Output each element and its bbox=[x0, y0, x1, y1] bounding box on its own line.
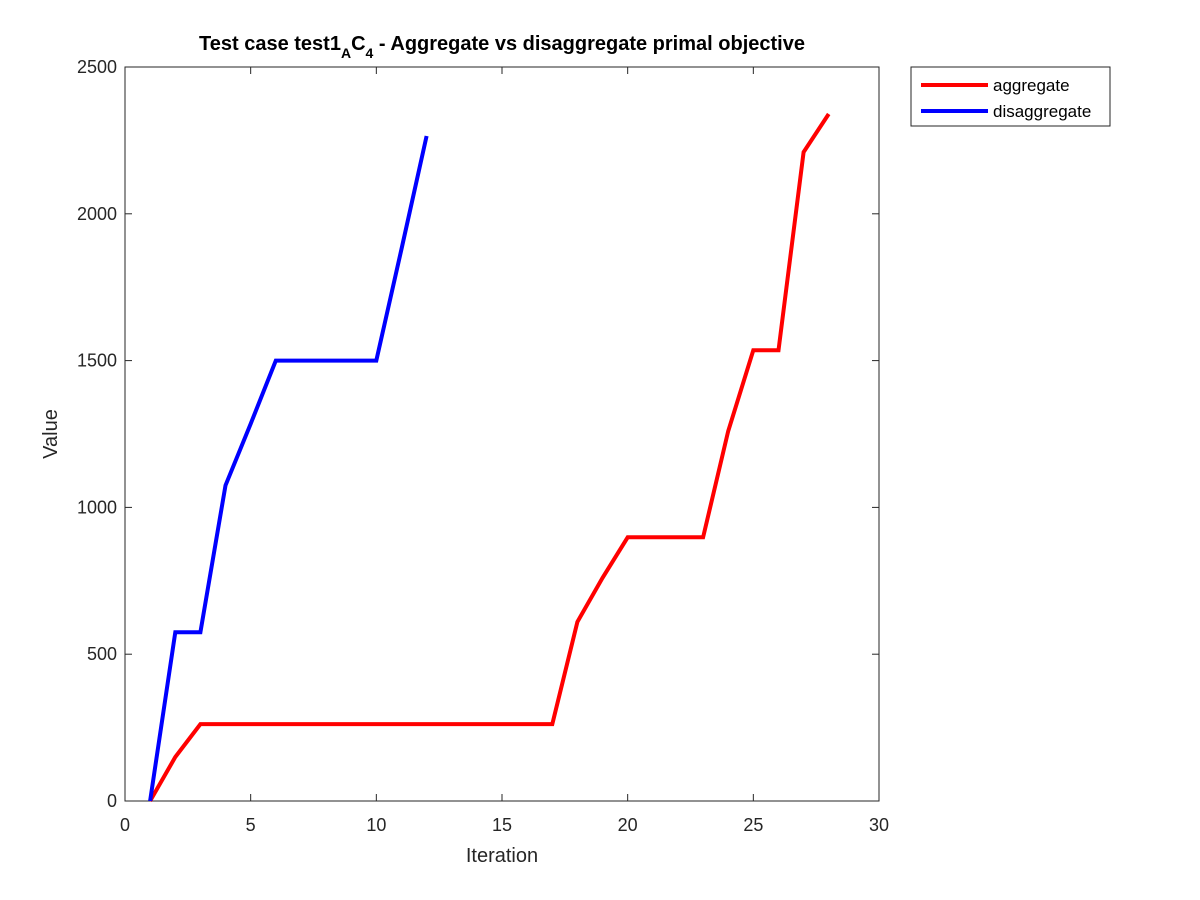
title-suffix-text: - Aggregate vs disaggregate primal objec… bbox=[373, 33, 805, 55]
y-tick-label: 1500 bbox=[77, 351, 117, 371]
axis-ticks: 0 5 10 15 20 25 30 0 500 1000 1500 2000 2500 bbox=[77, 57, 889, 835]
legend: aggregate disaggregate bbox=[910, 66, 1111, 127]
title-main-text: Test case test1 bbox=[199, 33, 341, 55]
legend-label-disaggregate: disaggregate bbox=[993, 102, 1091, 121]
x-tick-label: 10 bbox=[366, 815, 386, 835]
chart-title: Test case test1AC4 - Aggregate vs disagg… bbox=[199, 33, 805, 61]
x-tick-label: 25 bbox=[743, 815, 763, 835]
y-axis-label: Value bbox=[40, 409, 62, 459]
x-tick-label: 30 bbox=[869, 815, 889, 835]
x-tick-label: 20 bbox=[618, 815, 638, 835]
x-axis-label: Iteration bbox=[466, 845, 538, 867]
y-tick-label: 1000 bbox=[77, 497, 117, 517]
x-tick-label: 5 bbox=[246, 815, 256, 835]
series-line-aggregate bbox=[148, 112, 831, 802]
series-lines bbox=[148, 112, 831, 802]
x-tick-label: 0 bbox=[120, 815, 130, 835]
y-tick-label: 500 bbox=[87, 644, 117, 664]
x-tick-label: 15 bbox=[492, 815, 512, 835]
title-letter-c: C bbox=[351, 33, 365, 55]
title-subscript-4: 4 bbox=[366, 45, 374, 61]
legend-box bbox=[910, 66, 1111, 127]
y-tick-label: 2000 bbox=[77, 204, 117, 224]
series-line-disaggregate bbox=[148, 135, 429, 802]
y-tick-label: 0 bbox=[107, 791, 117, 811]
y-tick-label: 2500 bbox=[77, 57, 117, 77]
plot-area bbox=[124, 66, 880, 802]
title-subscript-a: A bbox=[341, 45, 351, 61]
legend-label-aggregate: aggregate bbox=[993, 76, 1070, 95]
